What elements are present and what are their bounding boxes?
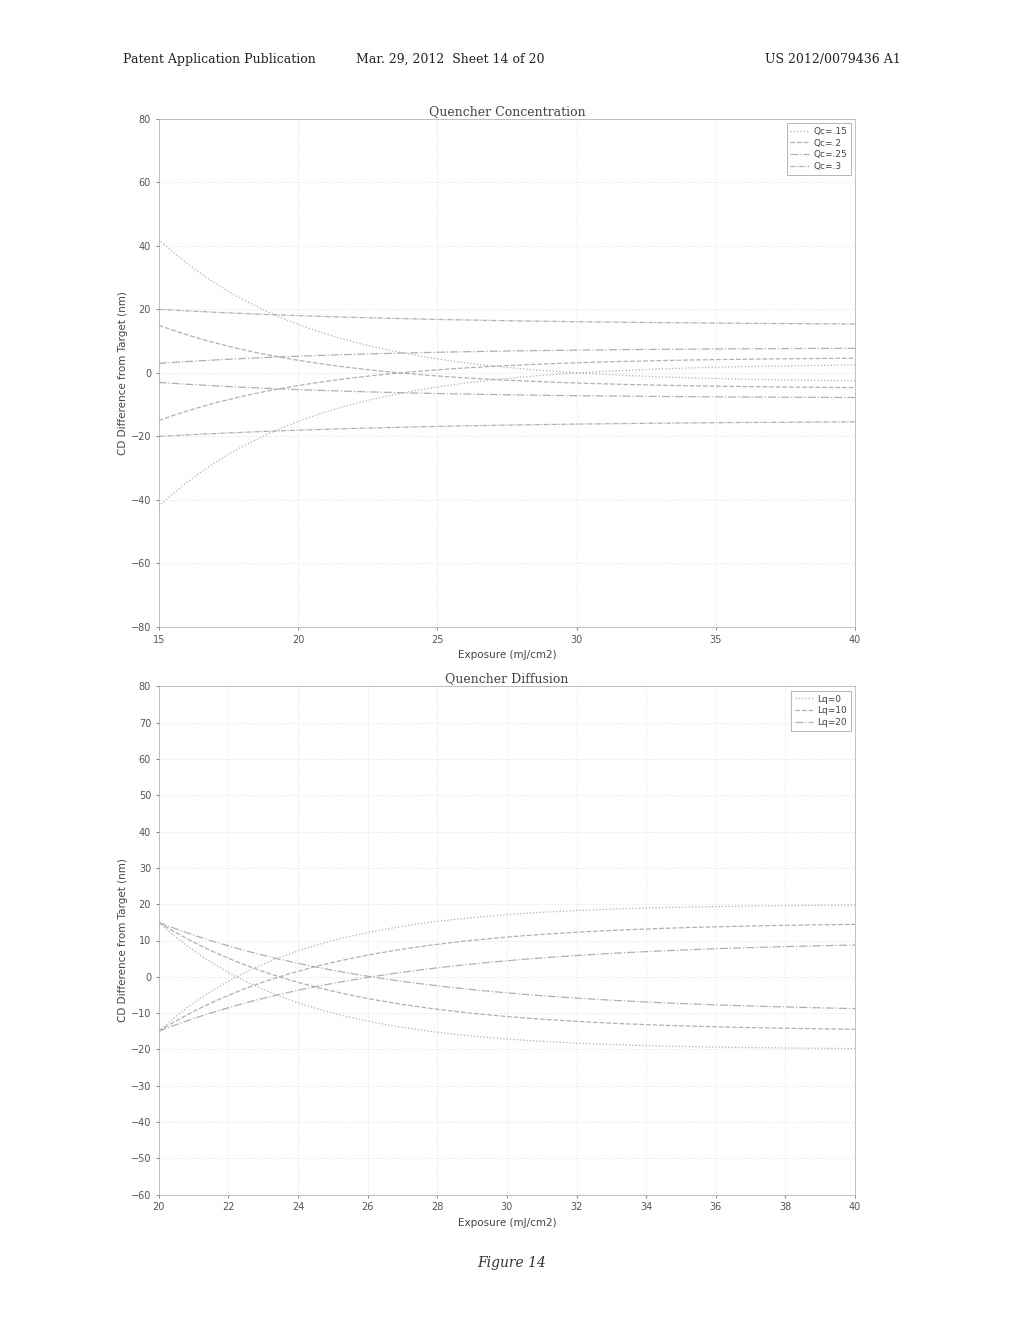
Lq=10 bbox=[428, 1001, 440, 1016]
Lq=0 bbox=[428, 1024, 440, 1040]
Qc=.15 bbox=[428, 350, 440, 366]
Qc=.15 bbox=[591, 366, 603, 381]
Lq=0 bbox=[658, 1038, 671, 1053]
Qc=.25 bbox=[237, 379, 249, 395]
Qc=.25 bbox=[428, 385, 440, 401]
Lq=0 bbox=[237, 972, 249, 987]
Lq=20 bbox=[428, 978, 440, 994]
Qc=.25 bbox=[655, 388, 668, 404]
Lq=10 bbox=[237, 956, 249, 972]
Lq=0 bbox=[591, 1036, 603, 1052]
Line: Qc=.3: Qc=.3 bbox=[159, 422, 855, 437]
Line: Qc=.25: Qc=.25 bbox=[159, 383, 855, 397]
Lq=20 bbox=[237, 942, 249, 958]
Qc=.2 bbox=[655, 378, 668, 393]
Qc=.2 bbox=[237, 342, 249, 358]
Line: Qc=.2: Qc=.2 bbox=[159, 325, 855, 388]
Text: Figure 14: Figure 14 bbox=[477, 1255, 547, 1270]
Lq=0 bbox=[380, 1016, 392, 1032]
X-axis label: Exposure (mJ/cm2): Exposure (mJ/cm2) bbox=[458, 1218, 556, 1228]
X-axis label: Exposure (mJ/cm2): Exposure (mJ/cm2) bbox=[458, 651, 556, 660]
Qc=.2 bbox=[428, 368, 440, 384]
Qc=.15 bbox=[658, 370, 671, 385]
Title: Quencher Diffusion: Quencher Diffusion bbox=[445, 672, 568, 685]
Line: Qc=.15: Qc=.15 bbox=[159, 239, 855, 381]
Text: US 2012/0079436 A1: US 2012/0079436 A1 bbox=[765, 53, 901, 66]
Qc=.25 bbox=[591, 388, 603, 404]
Lq=10 bbox=[655, 1018, 668, 1034]
Lq=20 bbox=[591, 991, 603, 1007]
Qc=.2 bbox=[153, 317, 165, 333]
Qc=.3 bbox=[237, 425, 249, 441]
Qc=.3 bbox=[591, 416, 603, 432]
Lq=10 bbox=[849, 1022, 861, 1038]
Lq=10 bbox=[380, 994, 392, 1010]
Lq=10 bbox=[153, 915, 165, 931]
Qc=.2 bbox=[849, 380, 861, 396]
Qc=.25 bbox=[658, 388, 671, 404]
Qc=.2 bbox=[658, 378, 671, 393]
Qc=.2 bbox=[380, 363, 392, 379]
Lq=20 bbox=[658, 995, 671, 1011]
Text: Mar. 29, 2012  Sheet 14 of 20: Mar. 29, 2012 Sheet 14 of 20 bbox=[356, 53, 545, 66]
Qc=.15 bbox=[655, 370, 668, 385]
Qc=.25 bbox=[380, 384, 392, 400]
Line: Lq=10: Lq=10 bbox=[159, 923, 855, 1030]
Qc=.3 bbox=[655, 416, 668, 432]
Lq=10 bbox=[658, 1018, 671, 1034]
Qc=.3 bbox=[153, 429, 165, 445]
Y-axis label: CD Difference from Target (nm): CD Difference from Target (nm) bbox=[118, 290, 128, 455]
Lq=0 bbox=[849, 1040, 861, 1056]
Y-axis label: CD Difference from Target (nm): CD Difference from Target (nm) bbox=[118, 858, 128, 1023]
Line: Lq=20: Lq=20 bbox=[159, 923, 855, 1008]
Lq=20 bbox=[153, 915, 165, 931]
Qc=.2 bbox=[591, 376, 603, 392]
Lq=20 bbox=[380, 972, 392, 987]
Qc=.25 bbox=[849, 389, 861, 405]
Legend: Lq=0, Lq=10, Lq=20: Lq=0, Lq=10, Lq=20 bbox=[791, 690, 851, 730]
Qc=.15 bbox=[153, 231, 165, 247]
Title: Quencher Concentration: Quencher Concentration bbox=[429, 104, 585, 117]
Qc=.3 bbox=[380, 420, 392, 436]
Lq=0 bbox=[153, 915, 165, 931]
Lq=20 bbox=[655, 995, 668, 1011]
Line: Lq=0: Lq=0 bbox=[159, 923, 855, 1048]
Qc=.25 bbox=[153, 375, 165, 391]
Lq=0 bbox=[655, 1038, 668, 1053]
Qc=.15 bbox=[237, 292, 249, 308]
Lq=10 bbox=[591, 1015, 603, 1031]
Qc=.15 bbox=[380, 342, 392, 358]
Qc=.3 bbox=[849, 414, 861, 430]
Lq=20 bbox=[849, 1001, 861, 1016]
Qc=.15 bbox=[849, 374, 861, 389]
Qc=.3 bbox=[428, 418, 440, 434]
Qc=.3 bbox=[658, 416, 671, 432]
Text: Patent Application Publication: Patent Application Publication bbox=[123, 53, 315, 66]
Legend: Qc=.15, Qc=.2, Qc=.25, Qc=.3: Qc=.15, Qc=.2, Qc=.25, Qc=.3 bbox=[786, 123, 851, 174]
